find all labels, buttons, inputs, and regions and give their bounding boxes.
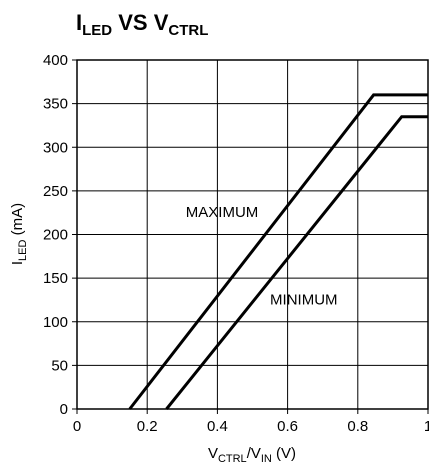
annotation-minimum: MINIMUM bbox=[270, 291, 338, 308]
series-group bbox=[128, 93, 428, 410]
x-axis-ticks: 0 0.2 0.4 0.6 0.8 1 bbox=[73, 409, 429, 435]
y-tick-label-1: 50 bbox=[51, 357, 68, 374]
y-tick-label-5: 250 bbox=[43, 183, 68, 200]
y-tick-label-6: 300 bbox=[43, 139, 68, 156]
y-axis-label: ILED (mA) bbox=[9, 203, 29, 265]
x-tick-label-0: 0 bbox=[73, 418, 81, 435]
annotation-maximum: MAXIMUM bbox=[186, 204, 259, 221]
x-tick-label-5: 1 bbox=[424, 418, 429, 435]
x-tick-label-2: 0.4 bbox=[207, 418, 228, 435]
annotations: MAXIMUM MINIMUM bbox=[186, 204, 338, 308]
x-tick-label-1: 0.2 bbox=[137, 418, 158, 435]
x-axis-label: VCTRL/VIN (V) bbox=[208, 445, 296, 465]
plot-frame bbox=[76, 59, 429, 410]
y-tick-label-7: 350 bbox=[43, 96, 68, 113]
y-axis-ticks: 0 50 100 150 200 250 300 350 400 bbox=[43, 52, 77, 418]
chart-title: ILED VS VCTRL bbox=[76, 10, 208, 39]
y-tick-label-2: 100 bbox=[43, 314, 68, 331]
y-tick-label-4: 200 bbox=[43, 227, 68, 244]
y-tick-label-0: 0 bbox=[60, 401, 68, 418]
series-line-maximum bbox=[128, 93, 428, 410]
x-tick-label-4: 0.8 bbox=[347, 418, 368, 435]
series-line-minimum bbox=[165, 115, 428, 410]
y-tick-label-8: 400 bbox=[43, 52, 68, 69]
grid bbox=[77, 60, 428, 409]
y-tick-label-3: 150 bbox=[43, 270, 68, 287]
x-tick-label-3: 0.6 bbox=[277, 418, 298, 435]
